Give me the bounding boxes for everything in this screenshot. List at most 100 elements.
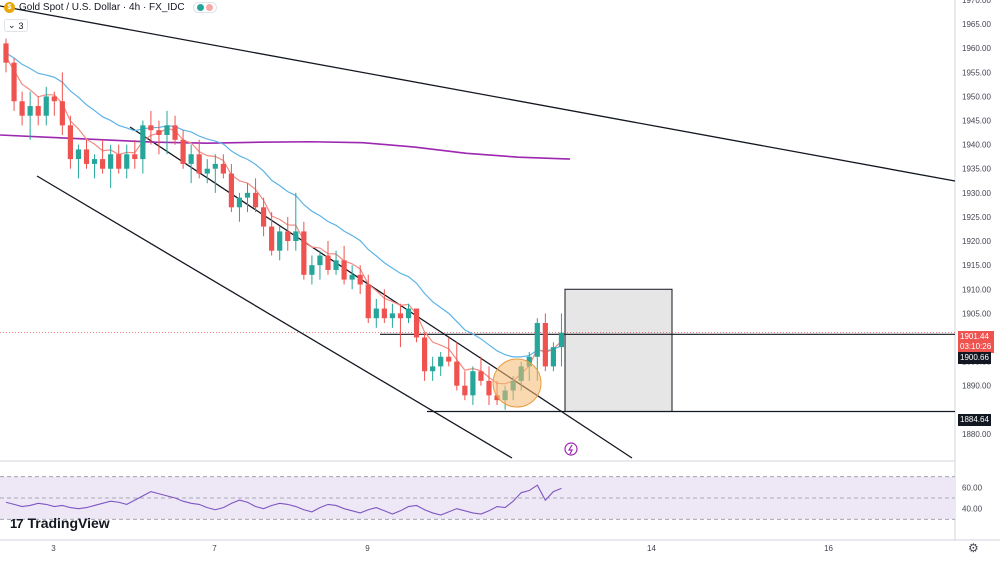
candle-body — [212, 163, 218, 169]
candle-body — [478, 371, 484, 381]
candle — [277, 226, 283, 261]
candle — [172, 115, 178, 145]
candle-body — [236, 197, 243, 208]
candle — [550, 342, 556, 372]
indicator-count: 3 — [18, 20, 24, 31]
candle-body — [100, 159, 106, 169]
candle — [43, 86, 49, 126]
candle-body — [558, 332, 565, 348]
price-tick-label: 1880.00 — [962, 430, 991, 439]
symbol-header[interactable]: $ Gold Spot / U.S. Dollar · 4h · FX_IDC — [4, 2, 217, 13]
candle — [35, 96, 41, 126]
candle — [19, 91, 25, 126]
candle-body — [35, 106, 41, 116]
price-tick-label: 1970.00 — [962, 0, 991, 5]
price-tick-label: 1905.00 — [962, 309, 991, 318]
ma-long-line — [0, 134, 571, 160]
candle-body — [188, 154, 194, 164]
candle-body — [470, 371, 476, 396]
price-tick-label: 1955.00 — [962, 68, 991, 77]
candle-body — [124, 154, 130, 169]
candle-body — [59, 101, 65, 126]
candle-body — [108, 154, 114, 169]
candle-body — [51, 96, 57, 102]
candle-body — [325, 255, 331, 270]
candle-body — [228, 173, 234, 208]
candle-body — [550, 347, 556, 367]
candle-body — [405, 308, 412, 319]
candle-body — [309, 265, 315, 275]
event-marker-icon[interactable] — [564, 442, 578, 456]
rsi-axis: 60.00 40.00 — [962, 483, 983, 513]
candle — [180, 130, 186, 169]
candle — [100, 139, 106, 174]
candle — [542, 313, 548, 372]
candle-body — [534, 323, 540, 357]
candle — [11, 57, 17, 111]
candle — [196, 139, 202, 179]
gear-icon[interactable]: ⚙ — [968, 541, 979, 555]
candle-body — [196, 154, 202, 174]
candle — [91, 154, 98, 179]
candle-body — [438, 356, 444, 367]
candle-body — [252, 192, 259, 208]
alert-dot-icon — [205, 4, 213, 11]
candle — [67, 115, 73, 169]
candle-body — [397, 313, 404, 319]
price-tick-label: 1920.00 — [962, 237, 991, 246]
lightning-icon — [567, 444, 573, 455]
indicators-toggle[interactable]: ⌄ 3 — [4, 19, 28, 32]
price-tick-label: 1945.00 — [962, 117, 991, 126]
candle-body — [413, 308, 420, 338]
date-tick-label: 3 — [51, 544, 56, 553]
candle-body — [542, 323, 548, 367]
candle-body — [454, 361, 460, 386]
candle — [381, 289, 387, 324]
candle-body — [277, 231, 283, 251]
candle — [357, 265, 363, 295]
candle-body — [11, 62, 17, 102]
candle-body — [373, 308, 379, 319]
candle-body — [132, 154, 138, 160]
candle-body — [148, 125, 154, 131]
candle — [486, 366, 492, 405]
candle-body — [204, 168, 210, 174]
candle-body — [19, 101, 25, 116]
price-tick-label: 1925.00 — [962, 213, 991, 222]
channel-lower-line — [36, 175, 513, 459]
candle-body — [269, 226, 275, 251]
candle-body — [446, 356, 452, 362]
last-price-tag: 1901.44 03:10:26 — [958, 331, 994, 353]
candle — [349, 265, 355, 290]
price-tick-label: 1890.00 — [962, 382, 991, 391]
date-axis[interactable]: 379141621232830Sep57 — [51, 544, 1000, 553]
rsi-grid — [0, 476, 955, 520]
rsi-tick-label: 60.00 — [962, 483, 983, 492]
target-zone-box[interactable] — [564, 288, 673, 413]
market-status-pill[interactable] — [192, 2, 217, 13]
candle — [269, 212, 275, 256]
candle — [116, 144, 122, 174]
candle — [478, 356, 484, 386]
tradingview-mark-icon: 17 — [10, 515, 24, 531]
candle — [75, 144, 82, 179]
candle-body — [220, 163, 226, 174]
candle — [148, 110, 154, 145]
candle — [51, 91, 57, 116]
candle — [164, 110, 170, 155]
candle-body — [381, 308, 387, 319]
candle — [405, 303, 412, 324]
candles — [3, 38, 565, 410]
candle — [140, 120, 146, 174]
tradingview-logo[interactable]: 17 TradingView — [10, 515, 110, 531]
grid — [0, 0, 1000, 541]
candle-body — [116, 154, 122, 169]
descending-trend-line — [0, 5, 956, 182]
price-tick-label: 1965.00 — [962, 20, 991, 29]
highlight-circle[interactable] — [492, 358, 542, 408]
candle — [132, 139, 138, 169]
candle — [244, 183, 251, 213]
level-tag-lower: 1884.64 — [958, 414, 991, 426]
price-axis[interactable]: 1970.00 1965.00 1960.00 1955.00 1950.00 1945.… — [962, 0, 991, 439]
